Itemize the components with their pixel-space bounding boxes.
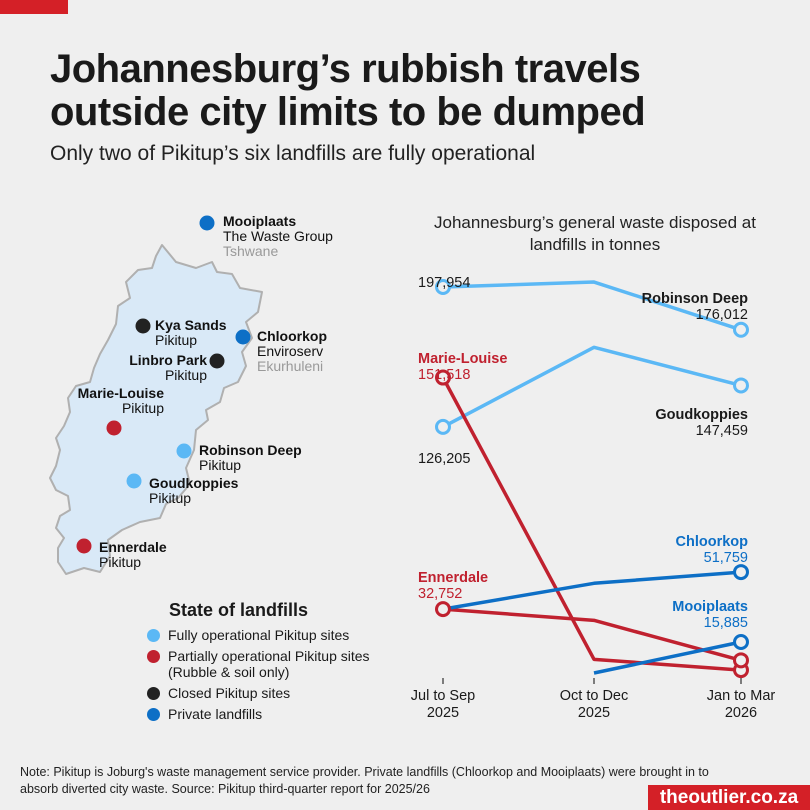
site-mooiplaats-region: Tshwane — [223, 243, 278, 259]
site-kya-sands-operator: Pikitup — [155, 332, 197, 348]
series-marie-louise-start-point — [435, 369, 451, 386]
site-robinson-deep-name: Robinson Deep — [199, 442, 302, 458]
site-marie-louise-operator: Pikitup — [122, 400, 164, 416]
chart-title: Johannesburg’s general waste disposed at… — [434, 213, 756, 254]
x-tick-label: Jul to Sep — [411, 688, 476, 704]
series-marie-louise-line — [441, 376, 742, 672]
site-ennerdale-operator: Pikitup — [99, 554, 141, 570]
x-tick-label-year: 2025 — [427, 705, 459, 721]
series-ennerdale-end-point — [733, 652, 749, 669]
page-title: Johannesburg’s rubbish travels outside c… — [50, 47, 646, 134]
legend-label: Private landfills — [168, 706, 263, 722]
series-marie-louise-start-name: Marie-Louise — [418, 351, 507, 367]
series-chloorkop-end-point — [733, 564, 749, 581]
series-mooiplaats-end-value: 15,885 — [704, 615, 748, 631]
site-mooiplaats-operator: The Waste Group — [223, 228, 333, 244]
site-marie-louise-name: Marie-Louise — [78, 385, 165, 401]
site-ennerdale-marker — [76, 538, 92, 554]
legend-label: Closed Pikitup sites — [168, 685, 291, 701]
legend: State of landfills Fully operational Pik… — [147, 600, 398, 727]
legend-item-closed: Closed Pikitup sites — [147, 685, 398, 701]
series-mooiplaats-line — [593, 640, 742, 675]
site-linbro-park-name: Linbro Park — [129, 352, 207, 368]
brand-accent-bar — [0, 0, 68, 14]
site-linbro-park-operator: Pikitup — [165, 367, 207, 383]
site-mooiplaats-name: Mooiplaats — [223, 213, 296, 229]
legend-item-private: Private landfills — [147, 706, 398, 722]
series-mooiplaats-end-point — [733, 634, 749, 651]
legend-label: Fully operational Pikitup sites — [168, 627, 350, 643]
site-ennerdale-name: Ennerdale — [99, 539, 167, 555]
series-goudkoppies-end-point — [733, 377, 749, 394]
series-chloorkop-end-value: 51,759 — [704, 550, 748, 566]
legend-label: Partially operational Pikitup sites (Rub… — [168, 648, 370, 680]
series-ennerdale-start-name: Ennerdale — [418, 570, 488, 586]
site-goudkoppies-operator: Pikitup — [149, 490, 191, 506]
series-goudkoppies-start-point — [435, 418, 451, 435]
johannesburg-boundary — [49, 244, 263, 575]
series-robinson-deep-end-value: 176,012 — [696, 307, 748, 323]
series-goudkoppies-start-value: 126,205 — [418, 451, 470, 467]
site-chloorkop-name: Chloorkop — [257, 328, 327, 344]
series-robinson-deep-start-value: 197,954 — [418, 275, 470, 291]
legend-item-partially-operational: Partially operational Pikitup sites (Rub… — [147, 648, 398, 680]
series-marie-louise-start-value: 151,518 — [418, 367, 470, 383]
series-robinson-deep-end-name: Robinson Deep — [642, 291, 748, 307]
series-ennerdale-start-value: 32,752 — [418, 586, 462, 602]
x-tick-label-year: 2025 — [578, 705, 610, 721]
brand-badge[interactable]: theoutlier.co.za — [648, 785, 810, 810]
site-kya-sands-name: Kya Sands — [155, 317, 227, 333]
site-goudkoppies-marker — [126, 473, 142, 489]
legend-swatch — [147, 629, 160, 642]
series-mooiplaats-end-name: Mooiplaats — [672, 599, 748, 615]
legend-swatch — [147, 708, 160, 721]
site-chloorkop-region: Ekurhuleni — [257, 358, 323, 374]
series-chloorkop-line — [442, 570, 742, 611]
site-chloorkop-operator: Enviroserv — [257, 343, 323, 359]
series-chloorkop-end-name: Chloorkop — [676, 534, 749, 550]
series-robinson-deep-start-point — [435, 278, 451, 295]
series-goudkoppies-end-value: 147,459 — [696, 423, 748, 439]
series-robinson-deep-end-point — [733, 321, 749, 338]
series-ennerdale-line — [442, 607, 742, 663]
x-tick-label: Oct to Dec — [560, 688, 629, 704]
site-mooiplaats-marker — [199, 215, 215, 231]
site-marie-louise-marker — [106, 420, 122, 436]
series-robinson-deep-line — [442, 280, 742, 332]
legend-swatch — [147, 650, 160, 663]
series-ennerdale-start-point — [435, 601, 451, 618]
site-linbro-park-marker — [209, 353, 225, 369]
series-goudkoppies-line — [442, 345, 742, 429]
x-tick-label-year: 2026 — [725, 705, 757, 721]
site-chloorkop-marker — [235, 329, 251, 345]
x-tick-label: Jan to Mar — [707, 688, 776, 704]
footer-note: Note: Pikitup is Joburg's waste manageme… — [20, 765, 709, 796]
site-kya-sands-marker — [135, 318, 151, 334]
site-robinson-deep-operator: Pikitup — [199, 457, 241, 473]
site-robinson-deep-marker — [176, 443, 192, 459]
legend-swatch — [147, 687, 160, 700]
page-subtitle: Only two of Pikitup’s six landfills are … — [50, 142, 536, 165]
site-goudkoppies-name: Goudkoppies — [149, 475, 239, 491]
series-goudkoppies-end-name: Goudkoppies — [655, 407, 748, 423]
legend-item-fully-operational: Fully operational Pikitup sites — [147, 627, 398, 643]
legend-title: State of landfills — [169, 600, 309, 620]
